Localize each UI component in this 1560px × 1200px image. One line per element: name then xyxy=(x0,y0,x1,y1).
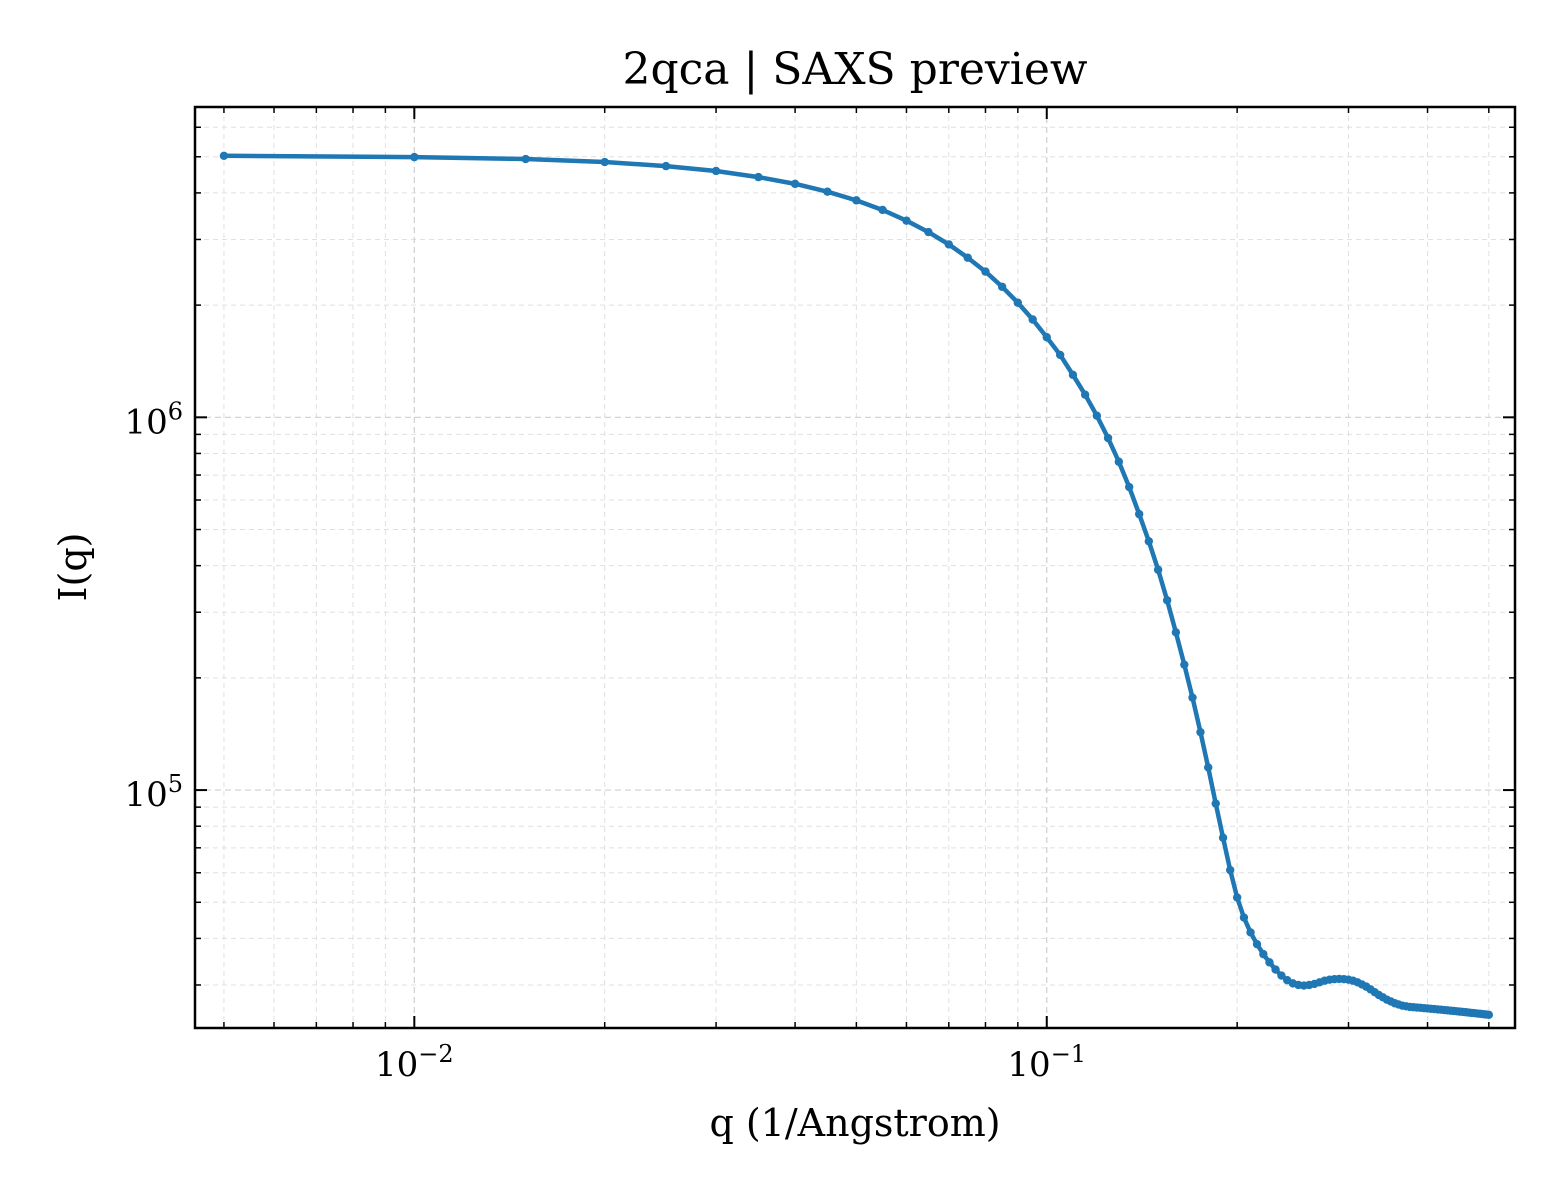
data-point xyxy=(1068,370,1078,380)
data-point xyxy=(852,196,861,205)
data-series xyxy=(219,151,1494,1020)
axis-ticks xyxy=(195,107,1515,1028)
data-point xyxy=(1013,298,1023,307)
data-point xyxy=(1239,913,1249,922)
data-point xyxy=(1252,939,1262,949)
x-tick-label: 10−2 xyxy=(375,1040,454,1085)
data-point xyxy=(1055,350,1065,360)
data-point xyxy=(1225,865,1235,875)
data-point xyxy=(410,152,419,162)
data-point xyxy=(1204,763,1213,772)
data-point xyxy=(661,161,671,171)
data-point xyxy=(1265,958,1274,967)
data-point xyxy=(521,154,530,164)
data-point xyxy=(1188,693,1197,702)
data-point xyxy=(1484,1010,1494,1020)
data-point xyxy=(1080,390,1090,399)
data-point xyxy=(1232,893,1242,902)
data-point xyxy=(1144,537,1154,546)
x-tick-label: 10−1 xyxy=(1007,1040,1086,1085)
data-point xyxy=(1196,727,1205,737)
major-grid xyxy=(195,107,1515,1028)
data-point xyxy=(1277,971,1286,980)
chart-title: 2qca | SAXS preview xyxy=(622,44,1087,95)
data-point xyxy=(1042,333,1051,342)
data-point xyxy=(823,187,832,196)
data-point xyxy=(963,253,972,262)
data-point xyxy=(1103,433,1113,443)
y-tick-label: 105 xyxy=(124,770,183,815)
data-point xyxy=(790,179,800,189)
data-point xyxy=(981,267,990,276)
data-point xyxy=(1153,565,1163,574)
data-point xyxy=(1271,965,1280,974)
data-point xyxy=(1114,457,1124,466)
data-point xyxy=(1092,411,1102,420)
minor-grid xyxy=(195,107,1515,1028)
data-point xyxy=(754,172,763,182)
data-point xyxy=(1134,509,1144,519)
y-tick-label: 106 xyxy=(124,397,183,442)
data-point xyxy=(1171,628,1181,637)
data-point xyxy=(1259,949,1268,959)
data-point xyxy=(600,157,609,167)
data-point xyxy=(878,205,887,215)
data-point xyxy=(219,151,229,161)
data-point xyxy=(924,227,933,237)
data-point xyxy=(944,240,953,249)
data-point xyxy=(1180,660,1189,669)
tick-labels: 10−2 10−1 105 106 xyxy=(124,397,1086,1085)
data-point xyxy=(711,166,721,176)
data-point xyxy=(902,216,911,225)
y-axis-label: I(q) xyxy=(51,533,95,602)
data-point xyxy=(1162,596,1172,605)
data-point xyxy=(997,282,1007,291)
data-point xyxy=(1028,315,1037,324)
x-axis-label: q (1/Angstrom) xyxy=(709,1101,1000,1145)
data-point xyxy=(1124,482,1134,492)
data-point xyxy=(1246,928,1255,937)
data-point xyxy=(1211,799,1220,808)
data-point xyxy=(1218,833,1228,842)
plot-frame xyxy=(193,105,1517,1030)
